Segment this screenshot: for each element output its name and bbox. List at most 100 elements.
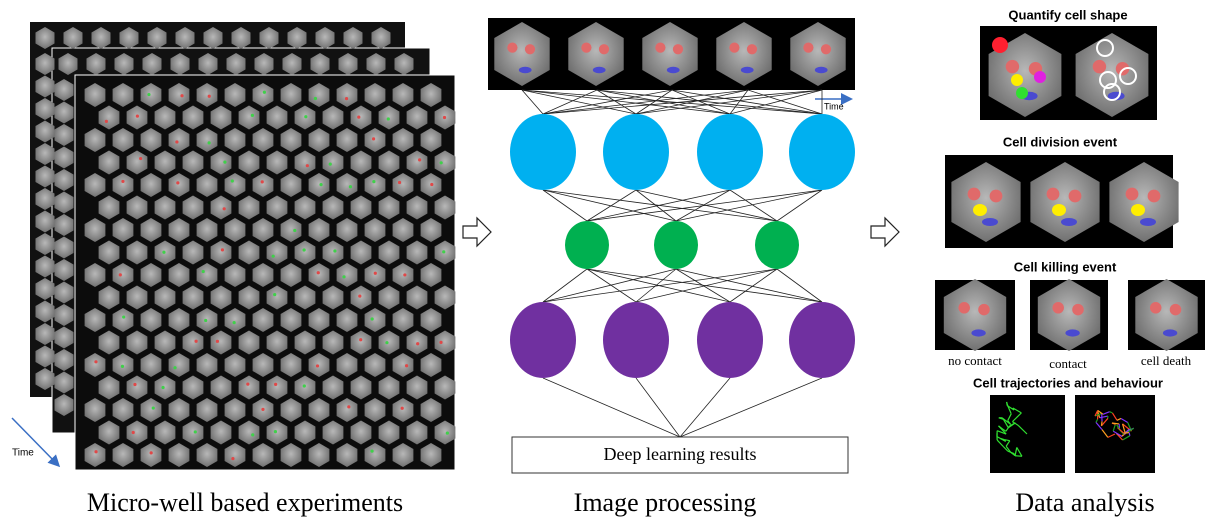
well <box>392 128 414 152</box>
well <box>364 128 386 152</box>
trajectory <box>1095 421 1103 431</box>
well <box>112 398 134 422</box>
well <box>154 330 176 355</box>
connection <box>635 189 677 222</box>
well <box>308 263 330 287</box>
well <box>266 420 288 445</box>
well <box>434 285 456 310</box>
cell <box>1125 187 1139 201</box>
cell <box>403 273 407 277</box>
trajectory <box>1002 445 1009 452</box>
cell <box>118 273 122 277</box>
connection <box>747 89 823 115</box>
trajectory <box>1000 437 1005 441</box>
trajectory <box>1101 418 1109 427</box>
well <box>54 236 74 259</box>
well <box>350 240 372 265</box>
well <box>378 285 400 310</box>
cell <box>373 271 377 275</box>
connection <box>521 89 823 115</box>
well <box>126 285 148 310</box>
well <box>568 22 624 86</box>
well <box>210 150 232 175</box>
cell <box>1147 189 1161 203</box>
well <box>35 165 55 188</box>
connection <box>671 89 823 115</box>
cell <box>746 44 758 55</box>
well <box>112 128 134 152</box>
well <box>54 191 74 214</box>
well <box>951 162 1021 242</box>
connection <box>596 89 823 115</box>
well <box>182 195 204 220</box>
well <box>943 279 1007 351</box>
well <box>378 375 400 400</box>
well <box>35 255 55 278</box>
well <box>366 53 386 75</box>
well <box>35 278 55 300</box>
connection <box>542 189 588 222</box>
well <box>308 398 330 422</box>
cell <box>1149 302 1162 314</box>
well <box>140 443 162 467</box>
well <box>420 128 442 152</box>
well <box>294 330 316 355</box>
image-label: no contact <box>948 353 1002 368</box>
cell <box>400 406 404 410</box>
well <box>98 150 120 175</box>
well <box>336 353 358 377</box>
well <box>350 105 372 130</box>
well <box>1030 162 1100 242</box>
cell <box>162 250 166 254</box>
flow-arrow <box>462 216 492 248</box>
cell <box>439 161 443 165</box>
well <box>1135 279 1198 351</box>
cell <box>598 44 610 55</box>
well <box>84 128 106 152</box>
cell <box>147 92 151 97</box>
image-panel <box>990 395 1065 473</box>
well <box>322 420 344 445</box>
well <box>154 150 176 175</box>
cell <box>220 248 225 252</box>
well <box>336 173 358 197</box>
well <box>84 218 106 242</box>
well <box>378 420 400 445</box>
well <box>308 308 330 332</box>
well <box>140 263 162 287</box>
cell <box>232 321 236 325</box>
well <box>336 398 358 422</box>
well <box>280 218 302 242</box>
cell <box>262 90 266 94</box>
well <box>392 83 414 107</box>
well <box>54 371 74 394</box>
well <box>406 420 428 445</box>
well <box>294 375 316 400</box>
well <box>98 285 120 310</box>
well <box>86 53 106 75</box>
well <box>54 124 74 146</box>
well <box>35 75 55 98</box>
cell <box>250 113 255 118</box>
trajectory <box>1016 447 1023 457</box>
well <box>35 27 55 49</box>
cell <box>175 140 179 144</box>
well <box>84 443 106 467</box>
well <box>364 308 386 332</box>
connection <box>635 89 673 115</box>
cell <box>204 318 208 323</box>
well <box>210 285 232 310</box>
cell <box>971 329 986 337</box>
trajectory <box>1094 410 1099 417</box>
well <box>126 195 148 220</box>
well <box>434 330 456 355</box>
cell <box>133 382 137 387</box>
connection <box>729 268 778 303</box>
cell <box>193 430 197 434</box>
cell <box>397 180 402 185</box>
well <box>182 240 204 265</box>
well <box>322 195 344 220</box>
cell <box>231 456 235 461</box>
well <box>63 27 83 49</box>
cell <box>94 450 98 454</box>
